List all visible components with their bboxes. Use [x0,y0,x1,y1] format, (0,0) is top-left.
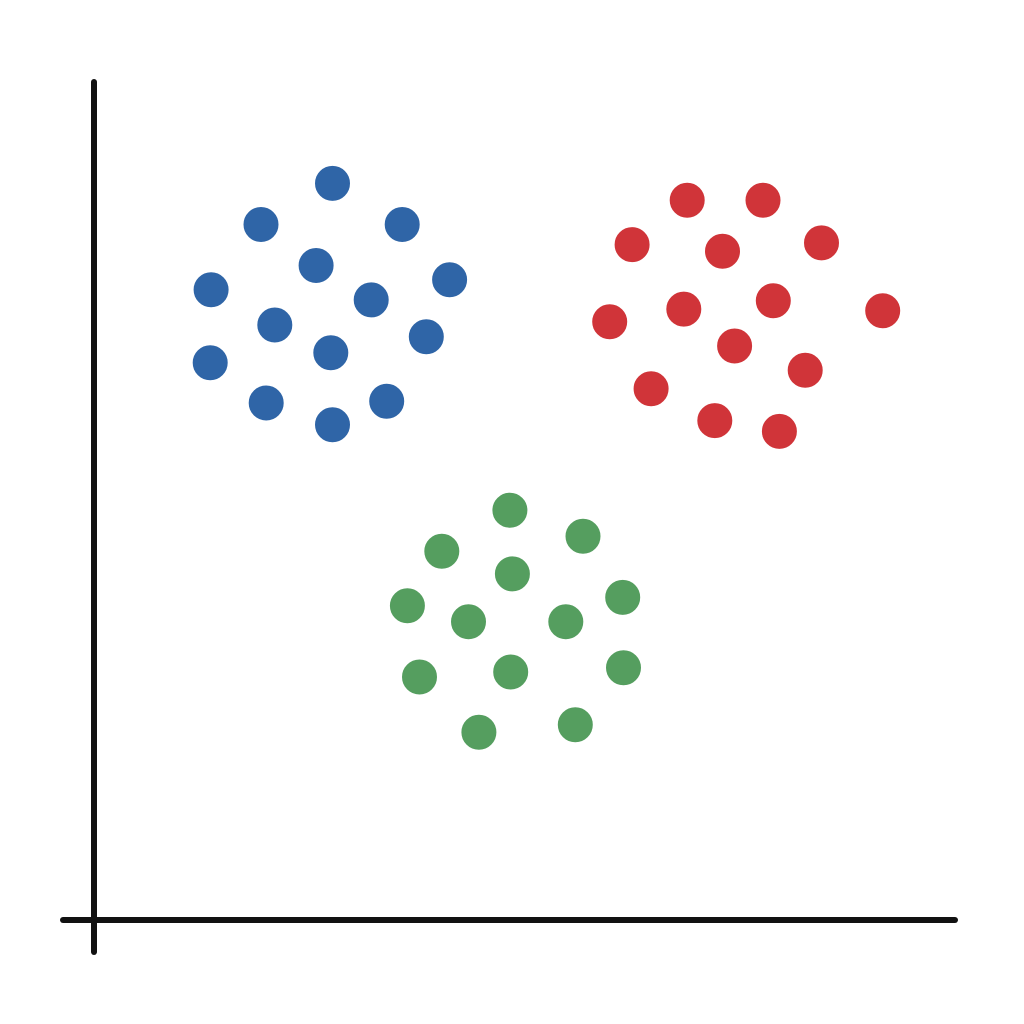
points-layer [192,165,901,750]
data-point [298,248,334,283]
data-point [408,319,444,355]
data-point [592,304,628,340]
data-point [315,165,350,201]
data-point [705,233,740,269]
data-point [402,659,437,695]
data-point [389,588,425,624]
data-point [315,407,350,443]
data-point [761,413,797,449]
data-point [248,385,284,421]
data-point [669,182,705,218]
data-point [369,383,405,419]
data-point [865,293,901,329]
data-point [193,272,229,308]
data-point [666,291,702,327]
data-point [461,714,497,750]
data-point [313,335,349,371]
data-point [697,403,733,439]
data-point [745,182,781,218]
data-point [243,207,279,242]
data-point [353,282,389,318]
data-point [565,518,601,554]
series-2 [592,182,901,449]
data-point [424,533,460,569]
data-point [804,225,839,261]
data-point [192,345,228,381]
data-point [493,654,529,690]
series-1 [192,165,468,443]
data-point [548,604,584,640]
data-point [451,604,486,640]
data-point [633,371,669,407]
data-point [384,207,420,242]
data-point [605,579,641,615]
data-point [717,328,753,364]
data-point [606,650,641,686]
data-point [787,352,823,388]
data-point [432,262,468,298]
data-point [494,556,530,592]
data-point [492,492,528,528]
data-point [557,707,593,743]
data-point [257,307,293,343]
data-point [614,227,650,263]
data-point [755,283,791,319]
series-3 [389,492,641,750]
